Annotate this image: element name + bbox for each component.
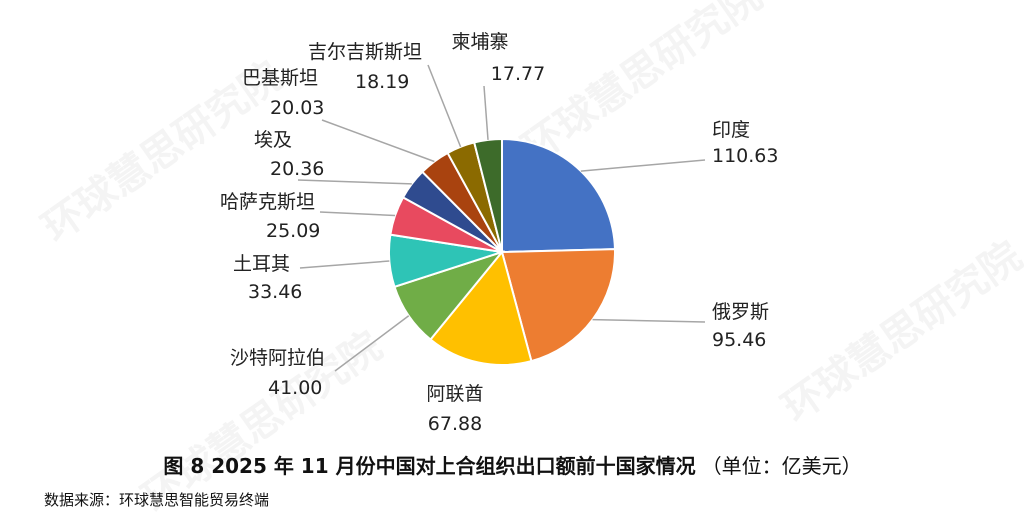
leader-line [297, 179, 412, 185]
slice-value: 33.46 [248, 281, 302, 303]
leader-line [319, 211, 396, 217]
pie-slice [429, 249, 533, 366]
leader-line [427, 64, 462, 148]
leader-line [299, 260, 390, 269]
leader-line [321, 119, 435, 163]
slice-label: 吉尔吉斯斯坦 [308, 41, 422, 63]
slice-value: 67.88 [428, 413, 482, 435]
slice-label: 土耳其 [233, 253, 290, 275]
leader-line [592, 318, 706, 323]
pie-slice [501, 137, 616, 254]
slice-value: 25.09 [266, 220, 320, 242]
leader-line [334, 315, 410, 372]
leader-line [580, 159, 706, 172]
slice-label: 柬埔寨 [451, 31, 508, 53]
leader-line [483, 85, 489, 140]
slice-label: 印度 [712, 119, 750, 141]
slice-value: 95.46 [712, 329, 766, 351]
slice-label: 阿联酋 [426, 383, 483, 405]
slice-label: 哈萨克斯坦 [220, 191, 315, 213]
slice-value: 41.00 [268, 377, 322, 399]
chart-title: 图 8 2025 年 11 月份中国对上合组织出口额前十国家情况 [163, 454, 696, 478]
data-source: 数据来源：环球慧思智能贸易终端 [44, 491, 270, 509]
slice-label: 沙特阿拉伯 [230, 347, 325, 369]
slice-label: 埃及 [254, 129, 292, 151]
slice-value: 20.03 [270, 97, 324, 119]
slice-value: 17.77 [491, 63, 545, 85]
chart-caption: 图 8 2025 年 11 月份中国对上合组织出口额前十国家情况 （单位：亿美元） [0, 450, 1025, 479]
slice-value: 18.19 [355, 71, 409, 93]
slice-label: 俄罗斯 [712, 301, 769, 323]
slice-value: 20.36 [270, 158, 324, 180]
slice-label: 巴基斯坦 [242, 67, 318, 89]
chart-unit: （单位：亿美元） [701, 454, 862, 478]
pie-chart: 印度 110.63 俄罗斯 95.46 阿联酋 67.88 沙特阿拉伯 41.00 土耳其 33.… [220, 31, 779, 435]
slice-value: 110.63 [712, 145, 778, 167]
